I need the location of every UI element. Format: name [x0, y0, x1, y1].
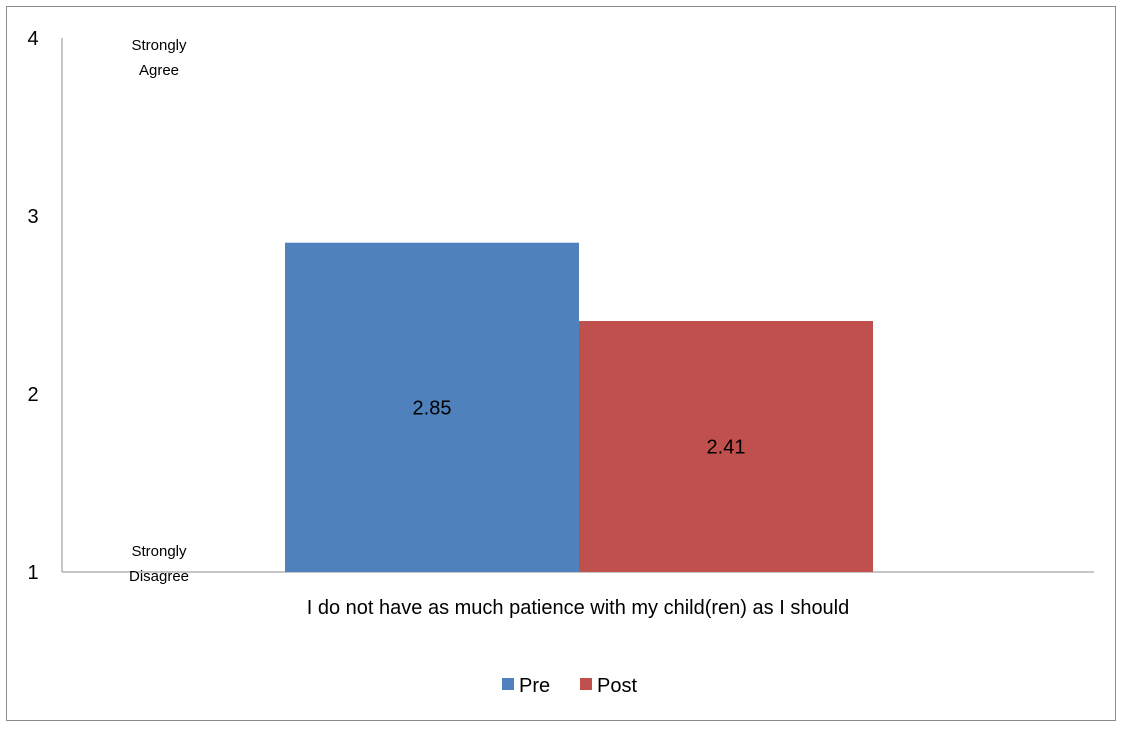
y-tick-label: 2	[27, 384, 38, 406]
y-tick-label: 4	[27, 28, 38, 50]
bar-post	[579, 321, 873, 572]
y-anchor-labels: Strongly Agree Strongly Disagree	[129, 37, 189, 585]
strongly-disagree-label-line1: Strongly	[131, 543, 187, 560]
legend-label-pre: Pre	[519, 675, 550, 697]
data-label-post: 2.41	[707, 437, 746, 459]
bar-pre	[285, 242, 579, 572]
data-labels: 2.85 2.41	[413, 397, 746, 458]
legend-label-post: Post	[597, 675, 637, 697]
legend-swatch-post	[580, 678, 592, 690]
x-category-label: I do not have as much patience with my c…	[307, 597, 850, 619]
legend-swatch-pre	[502, 678, 514, 690]
bars	[285, 242, 873, 572]
strongly-agree-label-line2: Agree	[139, 62, 179, 79]
y-tick-labels: 1 2 3 4	[27, 28, 38, 584]
data-label-pre: 2.85	[413, 397, 452, 419]
legend: Pre Post	[502, 675, 637, 697]
y-tick-label: 1	[27, 562, 38, 584]
strongly-disagree-label-line2: Disagree	[129, 568, 189, 585]
y-tick-label: 3	[27, 206, 38, 228]
strongly-agree-label-line1: Strongly	[131, 37, 187, 54]
